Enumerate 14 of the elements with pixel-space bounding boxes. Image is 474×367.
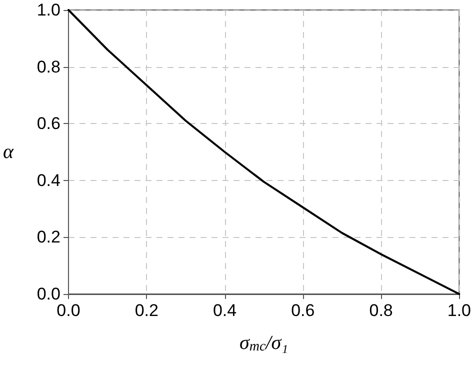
x-tick-label: 0.2 <box>134 301 158 320</box>
x-tick-label: 1.0 <box>447 301 472 320</box>
x-tick-label: 0.4 <box>212 301 237 320</box>
x-tick-label: 0.0 <box>56 301 80 320</box>
y-axis-title: α <box>3 141 14 163</box>
y-tick-label: 0.2 <box>36 228 60 247</box>
y-tick-label: 0.4 <box>36 170 60 190</box>
y-tick-label: 0.8 <box>36 57 60 76</box>
y-tick-label: 1.0 <box>36 0 60 20</box>
x-axis-title: σmc/σ₁ <box>240 332 288 354</box>
x-tick-label: 0.8 <box>369 301 393 320</box>
x-tick-label: 0.6 <box>291 301 315 320</box>
y-tick-label: 0.0 <box>36 284 60 304</box>
y-tick-label: 0.6 <box>36 114 60 134</box>
